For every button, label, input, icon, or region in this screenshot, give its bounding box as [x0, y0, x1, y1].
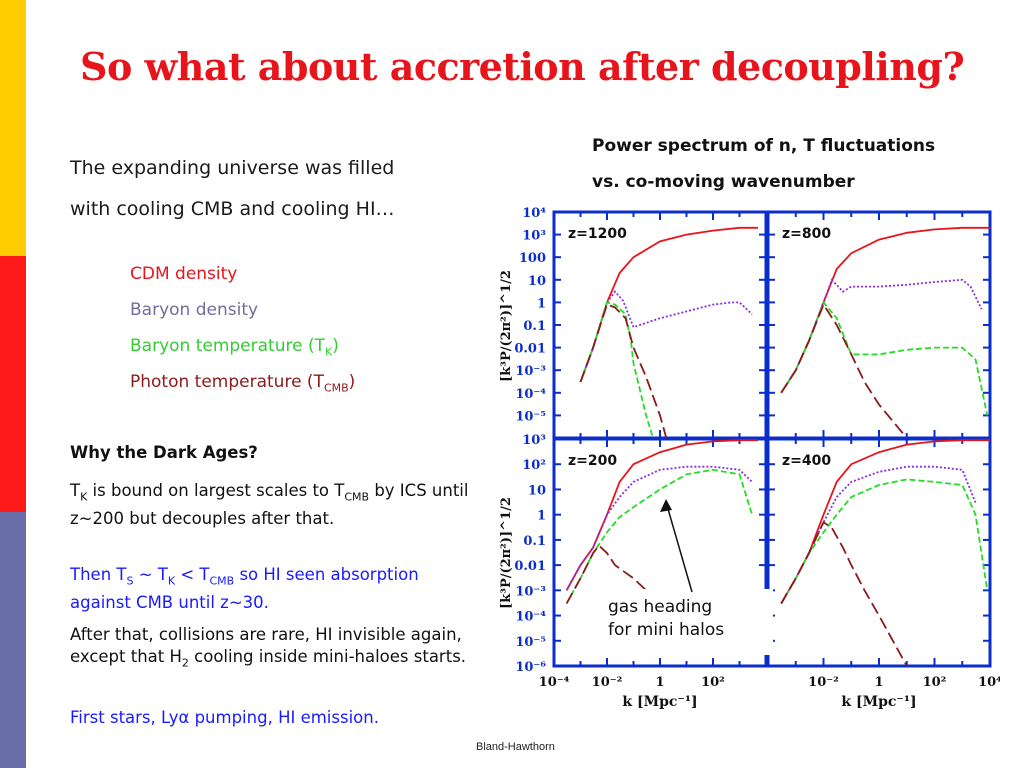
x-tick-label: 1 — [874, 675, 883, 690]
panel-label-2: z=800 — [782, 226, 831, 242]
strip-red — [0, 256, 26, 512]
series-temp_photon-panel-1 — [579, 303, 668, 438]
intro-line-2: with cooling CMB and cooling HI… — [70, 198, 395, 220]
series-temp_baryon-panel-3 — [565, 468, 753, 604]
y-axis-label-1: [k³P/(2π²)]^1/2 — [499, 270, 514, 382]
annotation-line-2: for mini halos — [608, 620, 725, 640]
series-temp_photon-panel-4 — [780, 520, 908, 666]
y-tick-label: 10³ — [522, 433, 546, 448]
y-tick-label: 10 — [528, 483, 546, 498]
x-tick-label: 10² — [923, 675, 947, 690]
y-tick-label: 100 — [519, 251, 546, 266]
y-tick-label: 0.1 — [523, 319, 546, 334]
panel-frame-4 — [766, 437, 992, 668]
y-tick-label: 10² — [522, 458, 546, 473]
power-spectrum-chart: [k³P/(2π²)]^1/2 [k³P/(2π²)]^1/2 z=1200 10⁴ 1… — [499, 206, 1000, 710]
legend-cdm-density: CDM density — [130, 264, 238, 284]
series-temp_photon-panel-3 — [565, 544, 647, 604]
intro-line-1: The expanding universe was filled — [70, 157, 395, 179]
slide-title: So what about accretion after decoupling… — [80, 44, 965, 89]
intro-text: The expanding universe was filled with c… — [70, 148, 470, 230]
y-tick-label: 10⁴ — [522, 206, 546, 221]
x-axis-label-1: k [Mpc⁻¹] — [622, 694, 697, 710]
series-baryon-panel-2 — [780, 278, 983, 394]
dark-ages-p3: After that, collisions are rare, HI invi… — [70, 625, 467, 670]
panel-label-4: z=400 — [782, 453, 831, 469]
y-tick-label: 10 — [528, 274, 546, 289]
series-temp_baryon-panel-4 — [780, 478, 989, 604]
y-tick-label: 10⁻³ — [515, 364, 546, 379]
legend-photon-temperature: Photon temperature (TCMB) — [130, 372, 356, 395]
series-baryon-panel-3 — [565, 465, 753, 591]
x-axis-label-2: k [Mpc⁻¹] — [841, 694, 916, 710]
strip-yellow — [0, 0, 26, 256]
y-tick-label: 10⁻⁵ — [515, 409, 546, 424]
y-tick-label: 10⁻³ — [515, 584, 546, 599]
y-tick-label: 1 — [537, 296, 546, 311]
series-cdm-panel-2 — [780, 226, 990, 394]
annotation-arrowhead — [660, 499, 672, 512]
x-tick-label: 10⁴ — [978, 675, 1000, 690]
legend-baryon-density: Baryon density — [130, 300, 259, 320]
credit: Bland-Hawthorn — [476, 741, 555, 753]
y-tick-label: 10⁻⁵ — [515, 635, 546, 650]
series-baryon-panel-4 — [780, 465, 977, 604]
dark-ages-p1: TK is bound on largest scales to TCMB by… — [70, 481, 469, 529]
y-tick-label: 10⁻⁴ — [515, 610, 546, 625]
x-tick-label: 10⁻² — [808, 675, 839, 690]
y-tick-label: 10³ — [522, 229, 546, 244]
y-tick-label: 1 — [537, 509, 546, 524]
annotation-box — [603, 589, 773, 655]
y-tick-label: 10⁻⁴ — [515, 387, 546, 402]
annotation-arrow — [665, 501, 693, 593]
legend-baryon-temperature: Baryon temperature (TK) — [130, 336, 339, 359]
dark-ages-p2: Then TS ~ TK < TCMB so HI seen absorptio… — [70, 565, 419, 613]
x-tick-label: 10² — [701, 675, 725, 690]
y-tick-label: 0.01 — [514, 342, 546, 357]
y-tick-label: 10⁻⁶ — [515, 660, 546, 675]
series-cdm-panel-3 — [565, 439, 758, 591]
x-tick-label: 10⁻⁴ — [539, 675, 570, 690]
chart-title-line-1: Power spectrum of n, T fluctuations — [592, 136, 936, 156]
dark-ages-p4: First stars, Lyα pumping, HI emission. — [70, 708, 379, 727]
y-tick-label: 0.1 — [523, 534, 546, 549]
dark-ages-heading: Why the Dark Ages? — [70, 443, 258, 462]
y-tick-label: 0.01 — [514, 559, 546, 574]
x-tick-label: 10⁻² — [592, 675, 623, 690]
panel-label-3: z=200 — [568, 453, 617, 469]
strip-blue — [0, 512, 26, 768]
chart-title-line-2: vs. co-moving wavenumber — [592, 172, 855, 192]
series-temp_baryon-panel-2 — [780, 300, 989, 416]
x-tick-label: 1 — [655, 675, 664, 690]
series-temp_photon-panel-2 — [780, 302, 908, 438]
annotation-line-1: gas heading — [608, 597, 713, 617]
panel-label-1: z=1200 — [568, 226, 627, 242]
panel-frame-1 — [552, 210, 768, 440]
y-axis-label-2: [k³P/(2π²)]^1/2 — [499, 497, 514, 609]
